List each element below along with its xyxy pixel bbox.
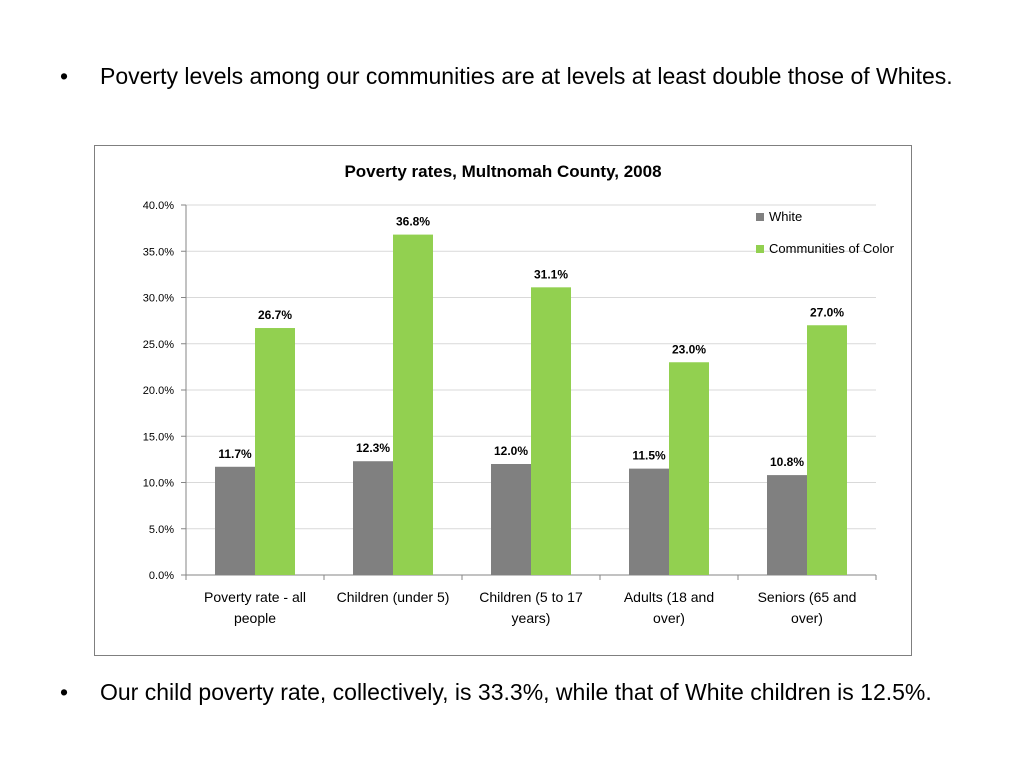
- bar-communities-of-color: [393, 234, 433, 575]
- bar-communities-of-color: [807, 325, 847, 575]
- bar-white: [491, 464, 531, 575]
- legend-swatch: [756, 213, 764, 221]
- x-category-label: Poverty rate - all people: [204, 589, 306, 626]
- data-label: 23.0%: [672, 342, 706, 356]
- bar-communities-of-color: [255, 328, 295, 575]
- bar-white: [353, 461, 393, 575]
- chart-title: Poverty rates, Multnomah County, 2008: [344, 162, 661, 181]
- x-category-label: Adults (18 and over): [624, 589, 714, 626]
- y-tick-label: 15.0%: [143, 431, 174, 443]
- y-tick-label: 30.0%: [143, 293, 174, 305]
- y-tick-label: 40.0%: [143, 200, 174, 212]
- data-label: 26.7%: [258, 308, 292, 322]
- y-tick-label: 0.0%: [149, 570, 174, 582]
- bar-white: [767, 475, 807, 575]
- y-tick-label: 20.0%: [143, 385, 174, 397]
- x-category-label: Seniors (65 and over): [758, 589, 857, 626]
- y-tick-label: 35.0%: [143, 246, 174, 258]
- x-category-label: Children (under 5): [337, 589, 450, 605]
- y-tick-label: 10.0%: [143, 478, 174, 490]
- x-category-label: Children (5 to 17 years): [479, 589, 583, 626]
- bullet-dot: •: [60, 63, 69, 89]
- data-label: 11.7%: [218, 447, 252, 461]
- data-label: 11.5%: [632, 449, 666, 463]
- legend-swatch: [756, 245, 764, 253]
- bar-communities-of-color: [669, 362, 709, 575]
- bar-white: [215, 466, 255, 575]
- bar-white: [629, 468, 669, 575]
- bullet-text-1: Poverty levels among our communities are…: [100, 63, 953, 89]
- data-label: 10.8%: [770, 455, 804, 469]
- data-label: 12.0%: [494, 444, 528, 458]
- data-label: 27.0%: [810, 305, 844, 319]
- bar-communities-of-color: [531, 287, 571, 575]
- data-label: 31.1%: [534, 267, 568, 281]
- legend-label: White: [769, 209, 802, 224]
- chart-container: Poverty rates, Multnomah County, 2008 0.…: [94, 145, 912, 656]
- data-label: 36.8%: [396, 215, 430, 229]
- y-tick-label: 5.0%: [149, 524, 174, 536]
- legend-label: Communities of Color: [769, 241, 895, 256]
- bullet-text-2: Our child poverty rate, collectively, is…: [100, 679, 932, 705]
- bullet-dot: •: [60, 679, 69, 705]
- bar-chart: Poverty rates, Multnomah County, 2008 0.…: [143, 162, 895, 626]
- y-tick-label: 25.0%: [143, 339, 174, 351]
- data-label: 12.3%: [356, 441, 390, 455]
